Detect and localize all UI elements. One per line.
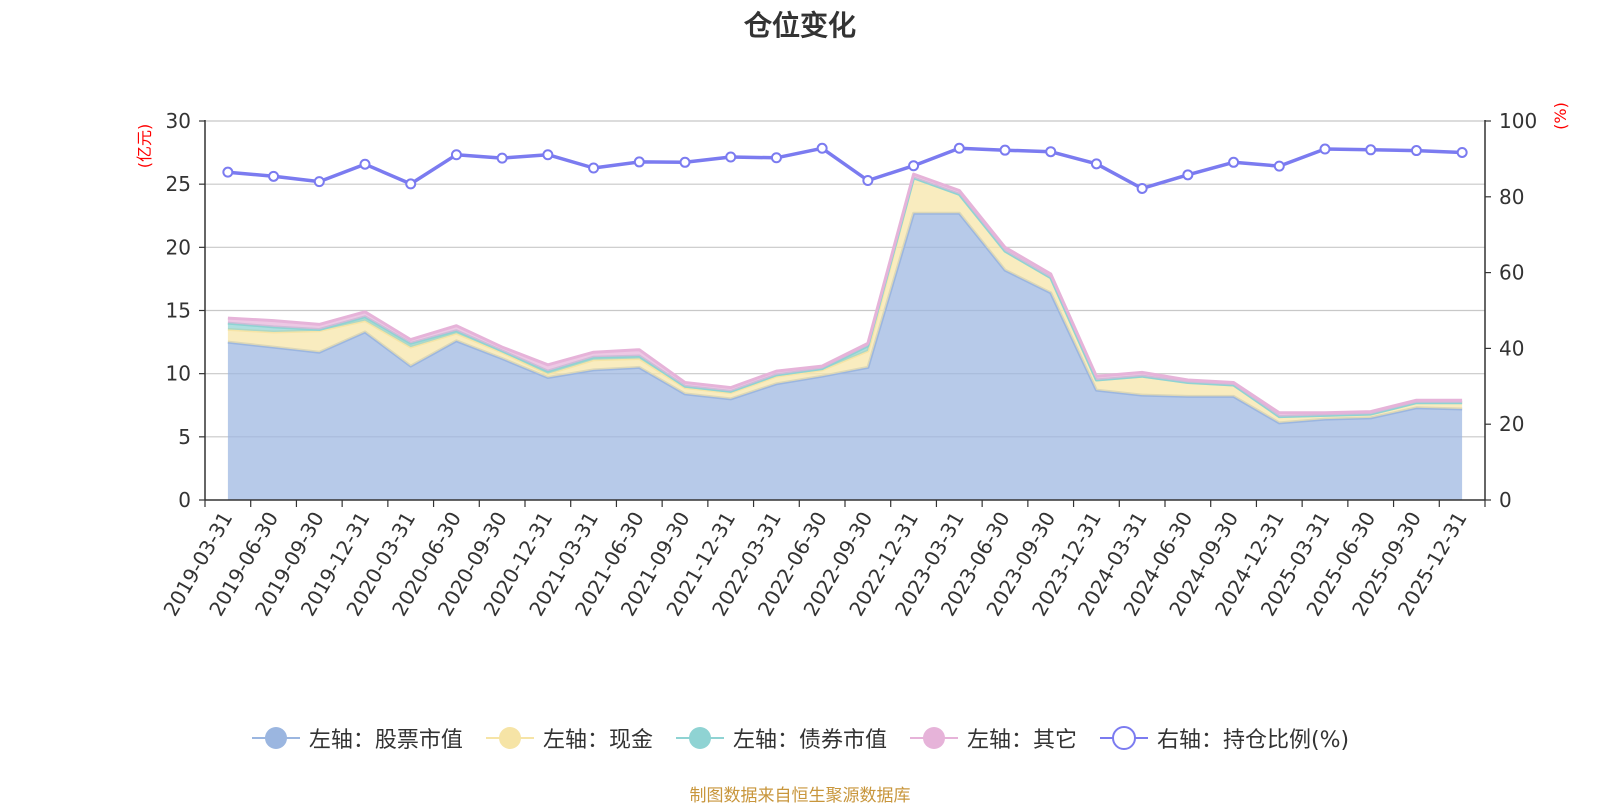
ratio-point (268, 170, 280, 182)
ratio-point (999, 144, 1011, 156)
right-axis-unit: (%) (1551, 102, 1570, 130)
left-axis-tick-label: 20 (166, 235, 191, 259)
right-axis-tick-label: 20 (1499, 412, 1524, 436)
left-axis-tick-label: 10 (166, 362, 191, 386)
ratio-point (1045, 146, 1057, 158)
ratio-point (1228, 156, 1240, 168)
left-axis-tick-label: 0 (178, 488, 191, 512)
ratio-point (1182, 169, 1194, 181)
area-左轴：股票市值 (227, 213, 1463, 500)
right-axis-tick-label: 60 (1499, 261, 1524, 285)
right-axis-tick-label: 100 (1499, 109, 1537, 133)
ratio-point (1365, 144, 1377, 156)
legend: 左轴：股票市值 左轴：现金 左轴：债券市值 左轴：其它 右轴：持仓比例(%) (0, 722, 1600, 754)
ratio-point (496, 152, 508, 164)
legend-marker-icon (251, 727, 300, 749)
ratio-point (1456, 146, 1468, 158)
ratio-point (953, 142, 965, 154)
legend-label: 左轴：其它 (966, 728, 1077, 753)
left-axis-tick-label: 30 (166, 109, 191, 133)
chart-title: 仓位变化 (743, 9, 856, 42)
right-axis-tick-label: 0 (1499, 488, 1512, 512)
ratio-point (679, 156, 691, 168)
left-axis-tick-label: 25 (166, 172, 191, 196)
ratio-point (862, 175, 874, 187)
ratio-point (1090, 158, 1102, 170)
ratio-point (1410, 145, 1422, 157)
source-note: 制图数据来自恒生聚源数据库 (689, 786, 911, 806)
ratio-point (633, 156, 645, 168)
legend-marker-icon (909, 727, 958, 749)
ratio-point (313, 176, 325, 188)
ratio-line (222, 142, 1468, 194)
legend-item[interactable]: 左轴：现金 (485, 722, 653, 754)
ratio-point (405, 178, 417, 190)
legend-item[interactable]: 右轴：持仓比例(%) (1099, 722, 1349, 754)
ratio-point (450, 149, 462, 161)
ratio-point (908, 160, 920, 172)
ratio-point (542, 149, 554, 161)
ratio-point (359, 158, 371, 170)
right-axis-tick-label: 80 (1499, 185, 1524, 209)
ratio-point (1319, 143, 1331, 155)
legend-marker-icon (1099, 726, 1148, 750)
ratio-point (588, 162, 600, 174)
legend-item[interactable]: 左轴：股票市值 (251, 722, 463, 754)
left-axis-unit: (亿元) (135, 124, 154, 169)
ratio-point (816, 142, 828, 154)
chart-plot: 0510152025300204060801002019-03-312019-0… (135, 102, 1570, 620)
left-axis-tick-label: 15 (166, 299, 191, 323)
legend-item[interactable]: 左轴：债券市值 (675, 722, 887, 754)
ratio-point (770, 152, 782, 164)
legend-label: 左轴：股票市值 (308, 728, 463, 753)
ratio-point (1136, 182, 1148, 194)
ratio-line-path (227, 146, 1463, 191)
ratio-point (222, 166, 234, 178)
ratio-point (725, 151, 737, 163)
legend-marker-icon (675, 727, 724, 749)
legend-marker-icon (485, 727, 534, 749)
ratio-point (1273, 160, 1285, 172)
legend-item[interactable]: 左轴：其它 (909, 722, 1077, 754)
stacked-areas (227, 172, 1463, 500)
legend-label: 右轴：持仓比例(%) (1156, 728, 1350, 753)
legend-label: 左轴：现金 (542, 728, 653, 753)
legend-label: 左轴：债券市值 (732, 728, 887, 753)
left-axis-tick-label: 5 (178, 425, 191, 449)
area-edge-左轴：其它 (227, 172, 1463, 415)
right-axis-tick-label: 40 (1499, 336, 1524, 360)
